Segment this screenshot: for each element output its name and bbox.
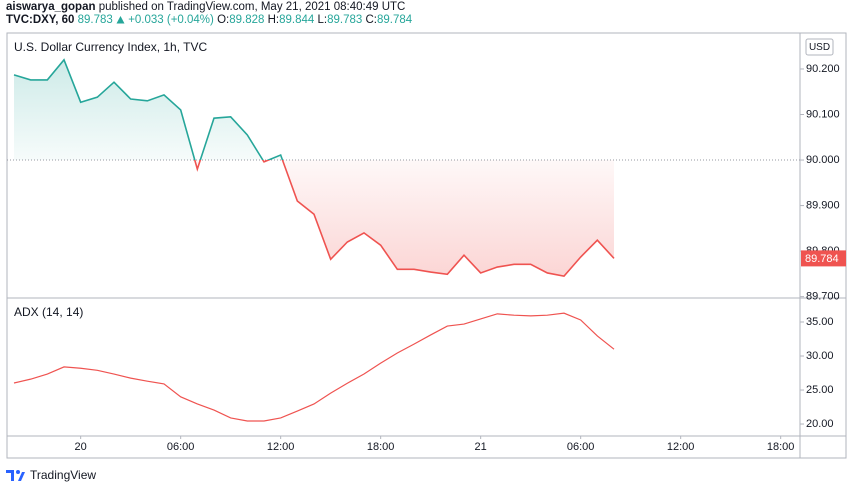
y-tick-label: 89.900: [806, 199, 840, 211]
adx-title: ADX (14, 14): [14, 305, 83, 319]
ohlc-value: 89.784: [376, 14, 413, 26]
ohlc-value: 89.828: [229, 14, 265, 26]
x-tick-label: 18:00: [767, 441, 795, 453]
price-line: [13, 312, 615, 422]
ohlc-label: C:: [365, 14, 377, 26]
x-tick-label: 18:00: [367, 441, 395, 453]
y-tick-label: 30.00: [806, 350, 834, 362]
y-tick-label: 35.00: [806, 316, 834, 328]
currency-box: [805, 38, 834, 56]
symbol: TVC:DXY, 60: [6, 14, 75, 26]
y-tick-label: 20.00: [806, 418, 834, 430]
ohlc: O:89.828 H:89.844 L:89.783 C:89.784: [217, 14, 412, 26]
y-tick-label: 90.000: [806, 154, 840, 166]
y-tick-label: 89.700: [806, 291, 840, 303]
last-price: 89.783: [77, 14, 113, 26]
y-tick-label: 90.100: [806, 108, 840, 120]
quote-line: TVC:DXY, 60 89.783 +0.033 (+0.04%) O:89.…: [6, 14, 412, 26]
x-tick-label: 12:00: [267, 441, 295, 453]
baseline-area: [14, 59, 614, 277]
brand: TradingView: [30, 468, 96, 482]
ohlc-label: L:: [317, 14, 328, 26]
plot: [7, 58, 800, 278]
main-title: U.S. Dollar Currency Index, 1h, TVC: [14, 40, 208, 54]
x-tick-label: 21: [475, 441, 487, 453]
publish-line: aiswarya_gopan published on TradingView.…: [6, 1, 405, 13]
chart-frame: [6, 32, 847, 459]
x-tick-label: 06:00: [567, 441, 595, 453]
change: +0.033 (+0.04%): [128, 14, 214, 26]
ohlc-value: 89.844: [279, 14, 315, 26]
ohlc-label: H:: [267, 14, 280, 26]
price-label: 89.784: [805, 253, 839, 265]
author: aiswarya_gopan: [6, 1, 96, 13]
ohlc-value: 89.783: [327, 14, 363, 26]
currency: USD: [809, 42, 830, 53]
time-axis: 20 06:00 12:00 18:00 21 06:00 12:00 18:00: [75, 436, 795, 453]
price-line: [13, 58, 615, 278]
ohlc-label: O:: [217, 14, 230, 26]
up-arrow: [116, 16, 125, 24]
plot: [13, 312, 615, 422]
published: published on TradingView.com, May 21, 20…: [98, 1, 406, 13]
logo: [6, 470, 25, 481]
x-tick-label: 20: [75, 441, 87, 453]
y-tick-label: 25.00: [806, 384, 834, 396]
price-label-box: [801, 250, 846, 267]
x-tick-label: 12:00: [667, 441, 695, 453]
y-tick-label: 90.200: [806, 63, 840, 75]
x-tick-label: 06:00: [167, 441, 195, 453]
